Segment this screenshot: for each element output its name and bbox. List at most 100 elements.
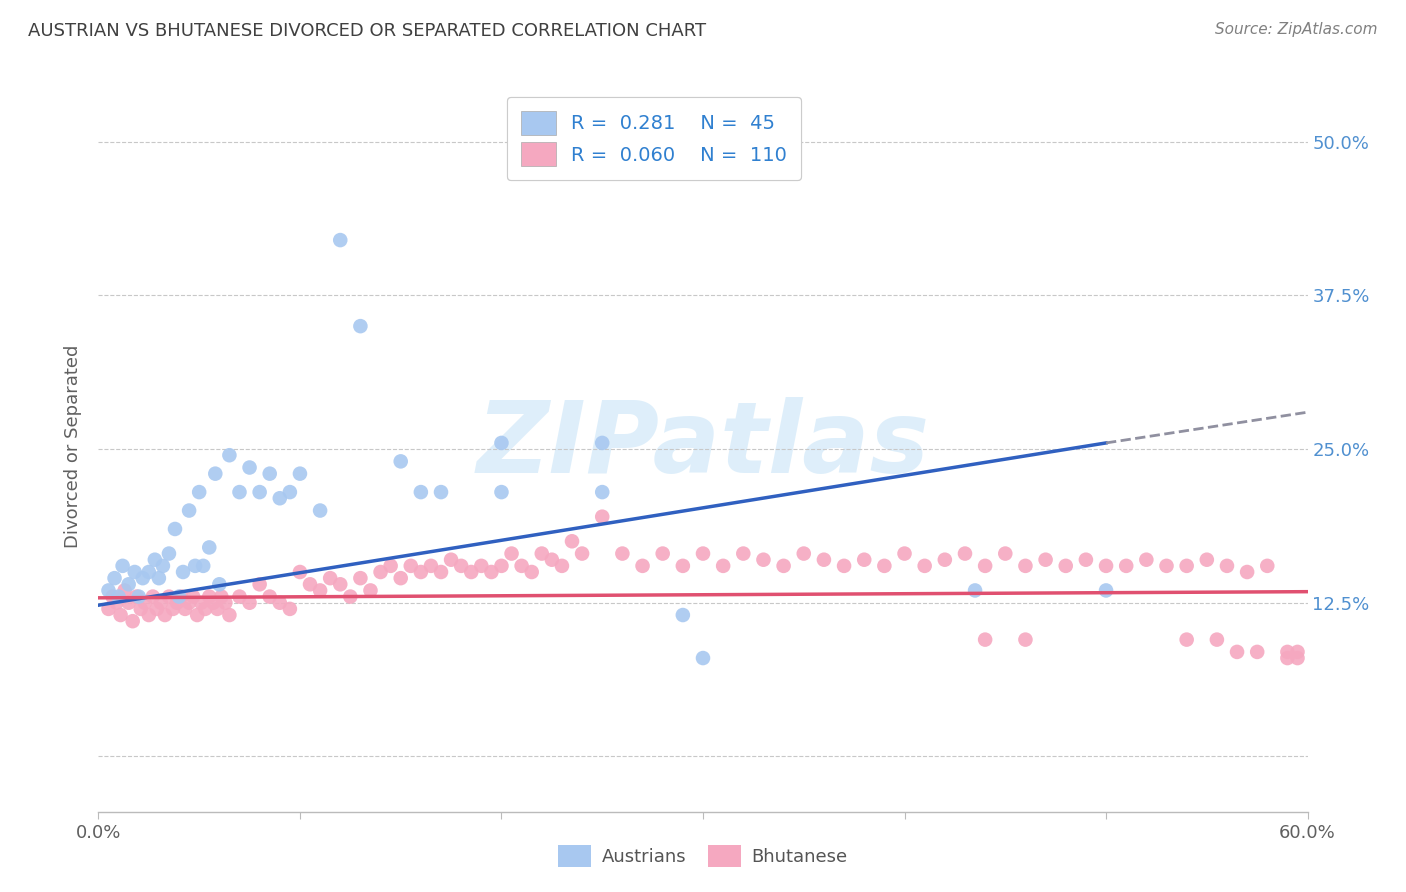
Point [309, 583, 332, 598]
Point [430, 485, 453, 500]
Point [501, 547, 523, 561]
Point [853, 552, 876, 566]
Point [1074, 552, 1097, 566]
Point [249, 485, 271, 500]
Point [1175, 632, 1198, 647]
Point [1246, 645, 1268, 659]
Point [97, 602, 120, 616]
Point [1035, 552, 1057, 566]
Point [541, 552, 564, 566]
Point [893, 547, 915, 561]
Point [349, 319, 371, 334]
Point [101, 590, 124, 604]
Point [551, 558, 574, 573]
Point [934, 552, 956, 566]
Point [470, 558, 492, 573]
Text: Source: ZipAtlas.com: Source: ZipAtlas.com [1215, 22, 1378, 37]
Point [125, 590, 148, 604]
Point [460, 565, 482, 579]
Point [288, 467, 311, 481]
Point [134, 596, 156, 610]
Point [174, 602, 197, 616]
Point [491, 485, 513, 500]
Point [733, 547, 755, 561]
Point [651, 547, 673, 561]
Point [520, 565, 543, 579]
Point [239, 596, 262, 610]
Point [204, 467, 226, 481]
Point [188, 485, 211, 500]
Point [319, 571, 342, 585]
Point [349, 571, 371, 585]
Point [208, 577, 231, 591]
Point [278, 602, 301, 616]
Point [481, 565, 503, 579]
Point [329, 577, 352, 591]
Point [143, 552, 166, 566]
Point [692, 547, 714, 561]
Point [190, 596, 212, 610]
Point [1256, 558, 1278, 573]
Point [1095, 558, 1118, 573]
Point [1277, 651, 1299, 665]
Point [162, 602, 184, 616]
Point [163, 522, 186, 536]
Point [288, 565, 311, 579]
Point [772, 558, 794, 573]
Point [309, 503, 332, 517]
Point [1156, 558, 1178, 573]
Point [249, 577, 271, 591]
Point [450, 558, 472, 573]
Point [132, 571, 155, 585]
Point [672, 558, 695, 573]
Point [299, 577, 322, 591]
Point [360, 583, 382, 598]
Point [1226, 645, 1249, 659]
Point [1095, 583, 1118, 598]
Point [631, 558, 654, 573]
Point [370, 565, 392, 579]
Point [118, 596, 141, 610]
Point [530, 547, 553, 561]
Point [184, 558, 207, 573]
Point [269, 491, 291, 506]
Point [207, 602, 229, 616]
Point [179, 503, 201, 517]
Point [138, 565, 160, 579]
Point [97, 583, 120, 598]
Point [111, 558, 134, 573]
Point [148, 571, 170, 585]
Point [965, 583, 987, 598]
Point [974, 632, 997, 647]
Point [873, 558, 896, 573]
Point [510, 558, 533, 573]
Point [329, 233, 352, 247]
Point [194, 602, 217, 616]
Point [491, 558, 513, 573]
Point [105, 596, 128, 610]
Point [114, 583, 136, 598]
Point [953, 547, 976, 561]
Point [813, 552, 835, 566]
Point [179, 596, 201, 610]
Point [198, 590, 221, 604]
Point [339, 590, 361, 604]
Point [149, 596, 172, 610]
Point [146, 602, 169, 616]
Point [186, 607, 208, 622]
Point [380, 558, 402, 573]
Point [209, 590, 232, 604]
Point [181, 590, 204, 604]
Point [103, 571, 125, 585]
Point [1135, 552, 1157, 566]
Point [591, 509, 613, 524]
Point [278, 485, 301, 500]
Point [752, 552, 775, 566]
Point [1236, 565, 1258, 579]
Point [121, 614, 143, 628]
Point [167, 590, 190, 604]
Point [612, 547, 634, 561]
Point [1014, 558, 1036, 573]
Point [389, 571, 412, 585]
Point [692, 651, 714, 665]
